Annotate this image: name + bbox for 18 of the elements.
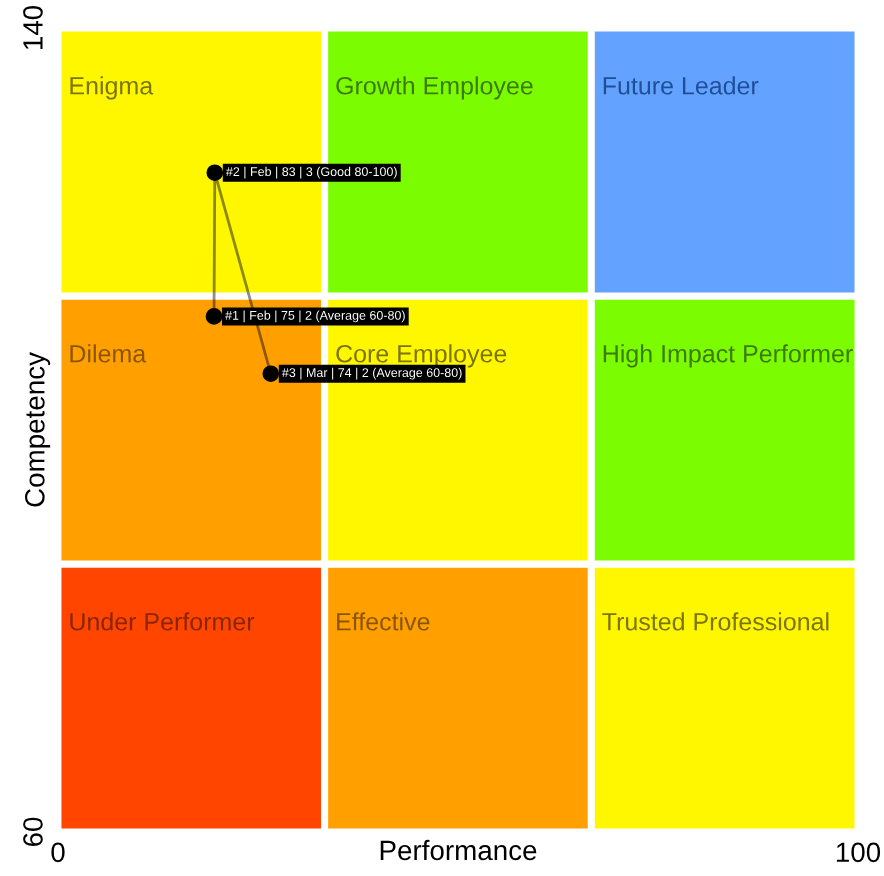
y-tick-label: 60 [23,817,43,847]
annotation: Dilema [70,344,147,363]
annotation: Trusted Professional [602,612,829,631]
annotation: Core Employee [336,344,507,368]
annotation: Under Performer [70,612,255,631]
x-tick-label: 100 [836,842,881,863]
x-tick-label: 0 [51,842,65,863]
annotation: Growth Employee [336,76,533,100]
annotation: Future Leader [603,76,759,95]
y-axis-title: Competency [25,352,51,507]
y-tick-label: 140 [23,5,43,50]
annotation: Effective [337,612,430,631]
x-axis-title: Performance [380,839,537,861]
point [206,164,224,182]
point [205,308,223,325]
annotation: Enigma [70,76,154,100]
point [262,365,280,383]
annotation: High Impact Performer [603,344,853,368]
